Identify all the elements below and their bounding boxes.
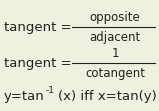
Text: 1: 1 (111, 47, 119, 59)
Text: tangent =: tangent = (4, 56, 76, 69)
Text: y=tan: y=tan (4, 89, 45, 102)
Text: (x) iff x=tan(y): (x) iff x=tan(y) (58, 89, 157, 102)
Text: cotangent: cotangent (85, 66, 145, 79)
Text: adjacent: adjacent (89, 31, 141, 44)
Text: -1: -1 (46, 85, 55, 94)
Text: opposite: opposite (90, 11, 140, 24)
Text: tangent =: tangent = (4, 21, 76, 34)
